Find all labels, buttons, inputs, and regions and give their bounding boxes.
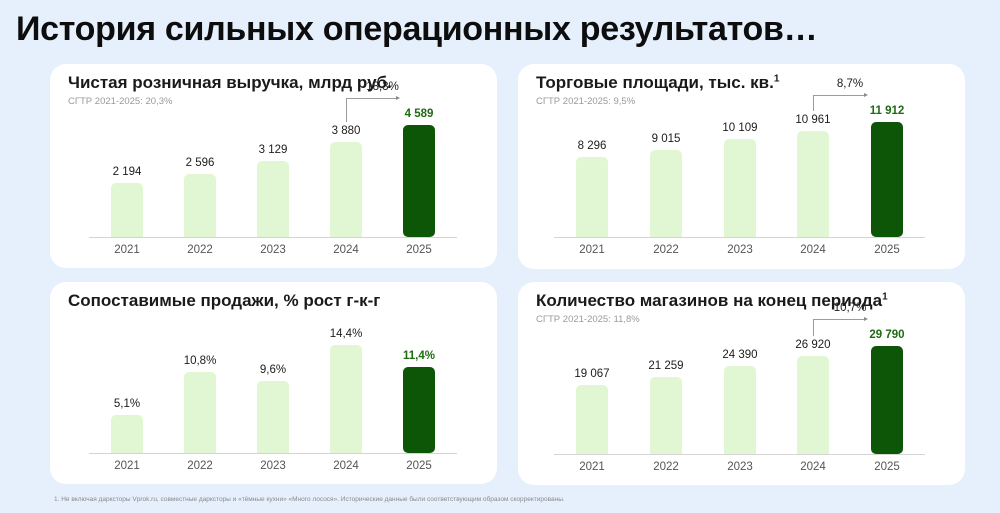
x-tick-label: 2024: [800, 244, 826, 256]
x-axis-line: [89, 453, 457, 454]
x-tick-label: 2024: [333, 244, 359, 256]
bar-2025: [403, 125, 435, 237]
x-tick-label: 2024: [800, 461, 826, 473]
page-title: История сильных операционных результатов…: [16, 10, 818, 48]
data-label: 21 259: [648, 360, 684, 372]
x-tick-label: 2022: [653, 244, 679, 256]
data-label: 4 589: [404, 108, 434, 120]
chart-panel-store-count: Количество магазинов на конец периода1 С…: [518, 282, 965, 485]
x-tick-label: 2023: [727, 244, 753, 256]
growth-arrow-icon: [346, 96, 400, 122]
x-tick-label: 2023: [260, 244, 286, 256]
data-label: 11,4%: [403, 350, 435, 362]
data-label: 9 015: [651, 133, 681, 145]
data-label: 14,4%: [329, 328, 363, 340]
bar-2023: [257, 381, 289, 453]
bar-2023: [724, 366, 756, 454]
data-label: 8 296: [577, 140, 607, 152]
x-tick-label: 2022: [187, 460, 213, 472]
bar-2023: [724, 139, 756, 237]
x-tick-label: 2022: [187, 244, 213, 256]
x-tick-label: 2021: [114, 460, 140, 472]
x-tick-label: 2021: [579, 244, 605, 256]
chart-panel-net-retail-sales: Чистая розничная выручка, млрд руб. СГТР…: [50, 64, 497, 268]
x-tick-label: 2025: [406, 244, 432, 256]
yoy-growth-label: 8,7%: [836, 78, 864, 90]
data-label: 26 920: [795, 339, 831, 351]
growth-arrow-icon: [813, 93, 868, 111]
data-label: 19 067: [574, 368, 610, 380]
chart-title: Торговые площади, тыс. кв.1: [536, 73, 780, 92]
data-label: 2 194: [112, 166, 142, 178]
bar-2022: [650, 377, 682, 454]
chart-title: Количество магазинов на конец периода1: [536, 291, 888, 310]
data-label: 10 961: [795, 114, 831, 126]
chart-title: Чистая розничная выручка, млрд руб.: [68, 73, 392, 92]
yoy-growth-label: 10,7%: [833, 302, 867, 314]
x-axis-line: [554, 237, 925, 238]
data-label: 24 390: [722, 349, 758, 361]
x-tick-label: 2025: [874, 244, 900, 256]
x-tick-label: 2024: [333, 460, 359, 472]
data-label: 11 912: [869, 105, 905, 117]
bar-2022: [184, 174, 216, 237]
data-label: 29 790: [869, 329, 905, 341]
data-label: 3 880: [331, 125, 361, 137]
cagr-subtitle: СГТР 2021-2025: 9,5%: [536, 96, 636, 107]
footnote: 1. Не включая даркстоpы Vprok.ru, совмес…: [54, 496, 565, 503]
data-label: 10 109: [722, 122, 758, 134]
bar-2024: [797, 131, 829, 237]
x-axis-line: [89, 237, 457, 238]
x-tick-label: 2025: [406, 460, 432, 472]
x-tick-label: 2021: [579, 461, 605, 473]
data-label: 5,1%: [113, 398, 141, 410]
bar-2024: [330, 142, 362, 237]
bar-2024: [797, 356, 829, 454]
yoy-growth-label: 18,3%: [366, 81, 399, 93]
data-label: 10,8%: [183, 355, 217, 367]
bar-2025: [871, 122, 903, 237]
bar-2021: [576, 385, 608, 454]
growth-arrow-icon: [813, 317, 868, 336]
bar-2024: [330, 345, 362, 453]
data-label: 3 129: [258, 144, 288, 156]
chart-panel-selling-space: Торговые площади, тыс. кв.1 СГТР 2021-20…: [518, 64, 965, 269]
bar-2022: [650, 150, 682, 237]
cagr-subtitle: СГТР 2021-2025: 20,3%: [68, 96, 173, 107]
x-axis-line: [554, 454, 925, 455]
bar-2023: [257, 161, 289, 237]
x-tick-label: 2023: [727, 461, 753, 473]
bar-2025: [871, 346, 903, 454]
bar-2021: [111, 415, 143, 453]
x-tick-label: 2022: [653, 461, 679, 473]
bar-2021: [576, 157, 608, 237]
chart-title: Сопоставимые продажи, % рост г-к-г: [68, 291, 381, 310]
x-tick-label: 2023: [260, 460, 286, 472]
x-tick-label: 2025: [874, 461, 900, 473]
bar-2022: [184, 372, 216, 453]
data-label: 9,6%: [259, 364, 287, 376]
cagr-subtitle: СГТР 2021-2025: 11,8%: [536, 314, 640, 325]
chart-panel-lfl-sales: Сопоставимые продажи, % рост г-к-г 5,1% 2…: [50, 282, 497, 484]
bar-2021: [111, 183, 143, 237]
x-tick-label: 2021: [114, 244, 140, 256]
bar-2025: [403, 367, 435, 453]
data-label: 2 596: [185, 157, 215, 169]
